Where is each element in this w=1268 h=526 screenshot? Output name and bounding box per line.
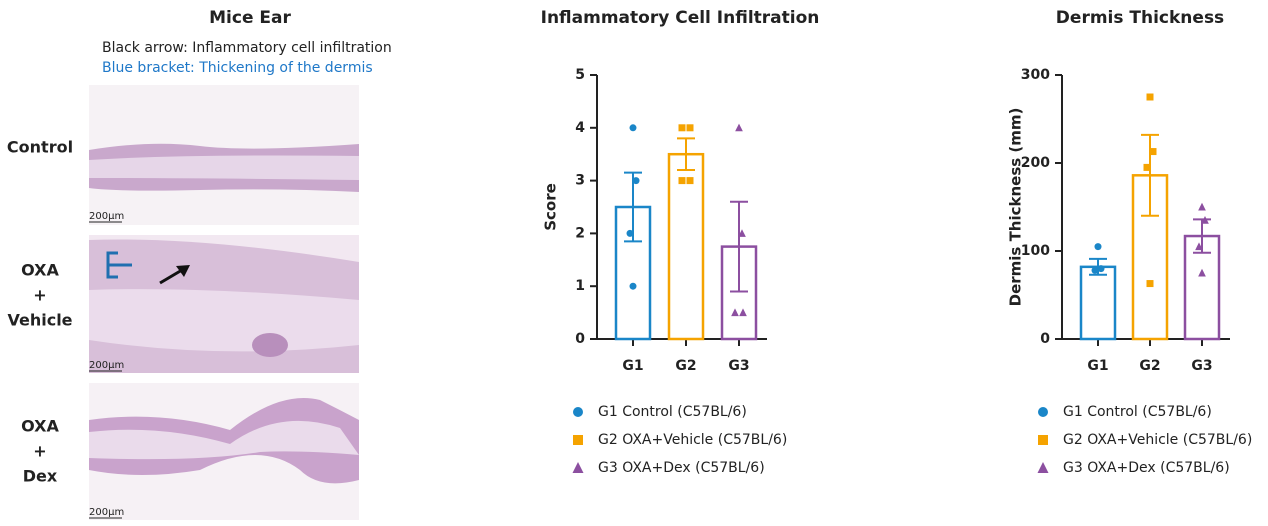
note: Blue bracket: Thickening of the dermis [102, 60, 373, 76]
point [1149, 148, 1157, 156]
legend-marker [1038, 435, 1048, 445]
point [686, 124, 694, 132]
y-axis-label: Score [542, 183, 560, 231]
x-tick-label: G2 [1139, 358, 1160, 374]
error-bar [624, 171, 642, 243]
legend-marker [1038, 407, 1048, 417]
point [632, 177, 640, 185]
point [629, 282, 637, 290]
point [735, 123, 743, 132]
y-tick-label: 0 [575, 331, 585, 347]
row-label: OXA [21, 417, 59, 436]
bar [1079, 265, 1117, 341]
row-label: + [33, 286, 46, 305]
panel-title: Mice Ear [209, 8, 291, 28]
error-bar [1193, 218, 1211, 254]
point [738, 229, 746, 237]
y-tick-label: 200 [1021, 155, 1050, 171]
row-label: + [33, 442, 46, 461]
x-tick-label: G2 [675, 358, 696, 374]
error-bar [730, 200, 748, 293]
point [1146, 93, 1154, 101]
legend-marker [572, 462, 584, 473]
chart-title: Inflammatory Cell Infiltration [541, 8, 820, 28]
point [1201, 216, 1209, 224]
point [678, 124, 686, 132]
note: Black arrow: Inflammatory cell infiltrat… [102, 40, 392, 56]
x-tick-label: G3 [728, 358, 749, 374]
scale-label: 200µm [89, 507, 124, 518]
x-tick-label: G1 [622, 358, 643, 374]
legend-label: G1 Control (C57BL/6) [598, 404, 747, 420]
point [739, 308, 747, 317]
bar [667, 152, 705, 341]
legend-marker [573, 435, 583, 445]
error-bar [677, 137, 695, 172]
y-tick-label: 0 [1040, 331, 1050, 347]
x-tick-label: G3 [1191, 358, 1212, 374]
point [1091, 266, 1099, 274]
legend-label: G1 Control (C57BL/6) [1063, 404, 1212, 420]
point [1097, 265, 1105, 273]
row-label: OXA [21, 261, 59, 280]
y-tick-label: 5 [575, 67, 585, 83]
point [1198, 202, 1206, 211]
x-tick-label: G1 [1087, 358, 1108, 374]
legend-label: G2 OXA+Vehicle (C57BL/6) [598, 432, 787, 448]
legend-label: G2 OXA+Vehicle (C57BL/6) [1063, 432, 1252, 448]
legend-marker [573, 407, 583, 417]
point [731, 308, 739, 317]
legend-label: G3 OXA+Dex (C57BL/6) [598, 460, 765, 476]
point [1198, 268, 1206, 277]
point [678, 177, 686, 185]
point [1143, 163, 1151, 171]
row-label: Dex [23, 467, 58, 486]
y-tick-label: 2 [575, 225, 585, 241]
point [1195, 242, 1203, 251]
y-tick-label: 4 [575, 120, 585, 136]
row-label: Vehicle [7, 311, 72, 330]
scale-label: 200µm [89, 211, 124, 222]
scale-label: 200µm [89, 360, 124, 371]
y-tick-label: 100 [1021, 243, 1050, 259]
legend-marker [1037, 462, 1049, 473]
row-label: Control [7, 138, 73, 157]
point [686, 177, 694, 185]
y-tick-label: 1 [575, 278, 585, 294]
point [1094, 243, 1102, 251]
y-tick-label: 3 [575, 173, 585, 189]
histology-images [89, 85, 359, 520]
y-tick-label: 300 [1021, 67, 1050, 83]
point [629, 124, 637, 132]
point [626, 229, 634, 237]
legend-label: G3 OXA+Dex (C57BL/6) [1063, 460, 1230, 476]
chart-title: Dermis Thickness [1056, 8, 1224, 28]
point [1146, 280, 1154, 288]
y-axis-label: Dermis Thickness (mm) [1007, 108, 1025, 307]
